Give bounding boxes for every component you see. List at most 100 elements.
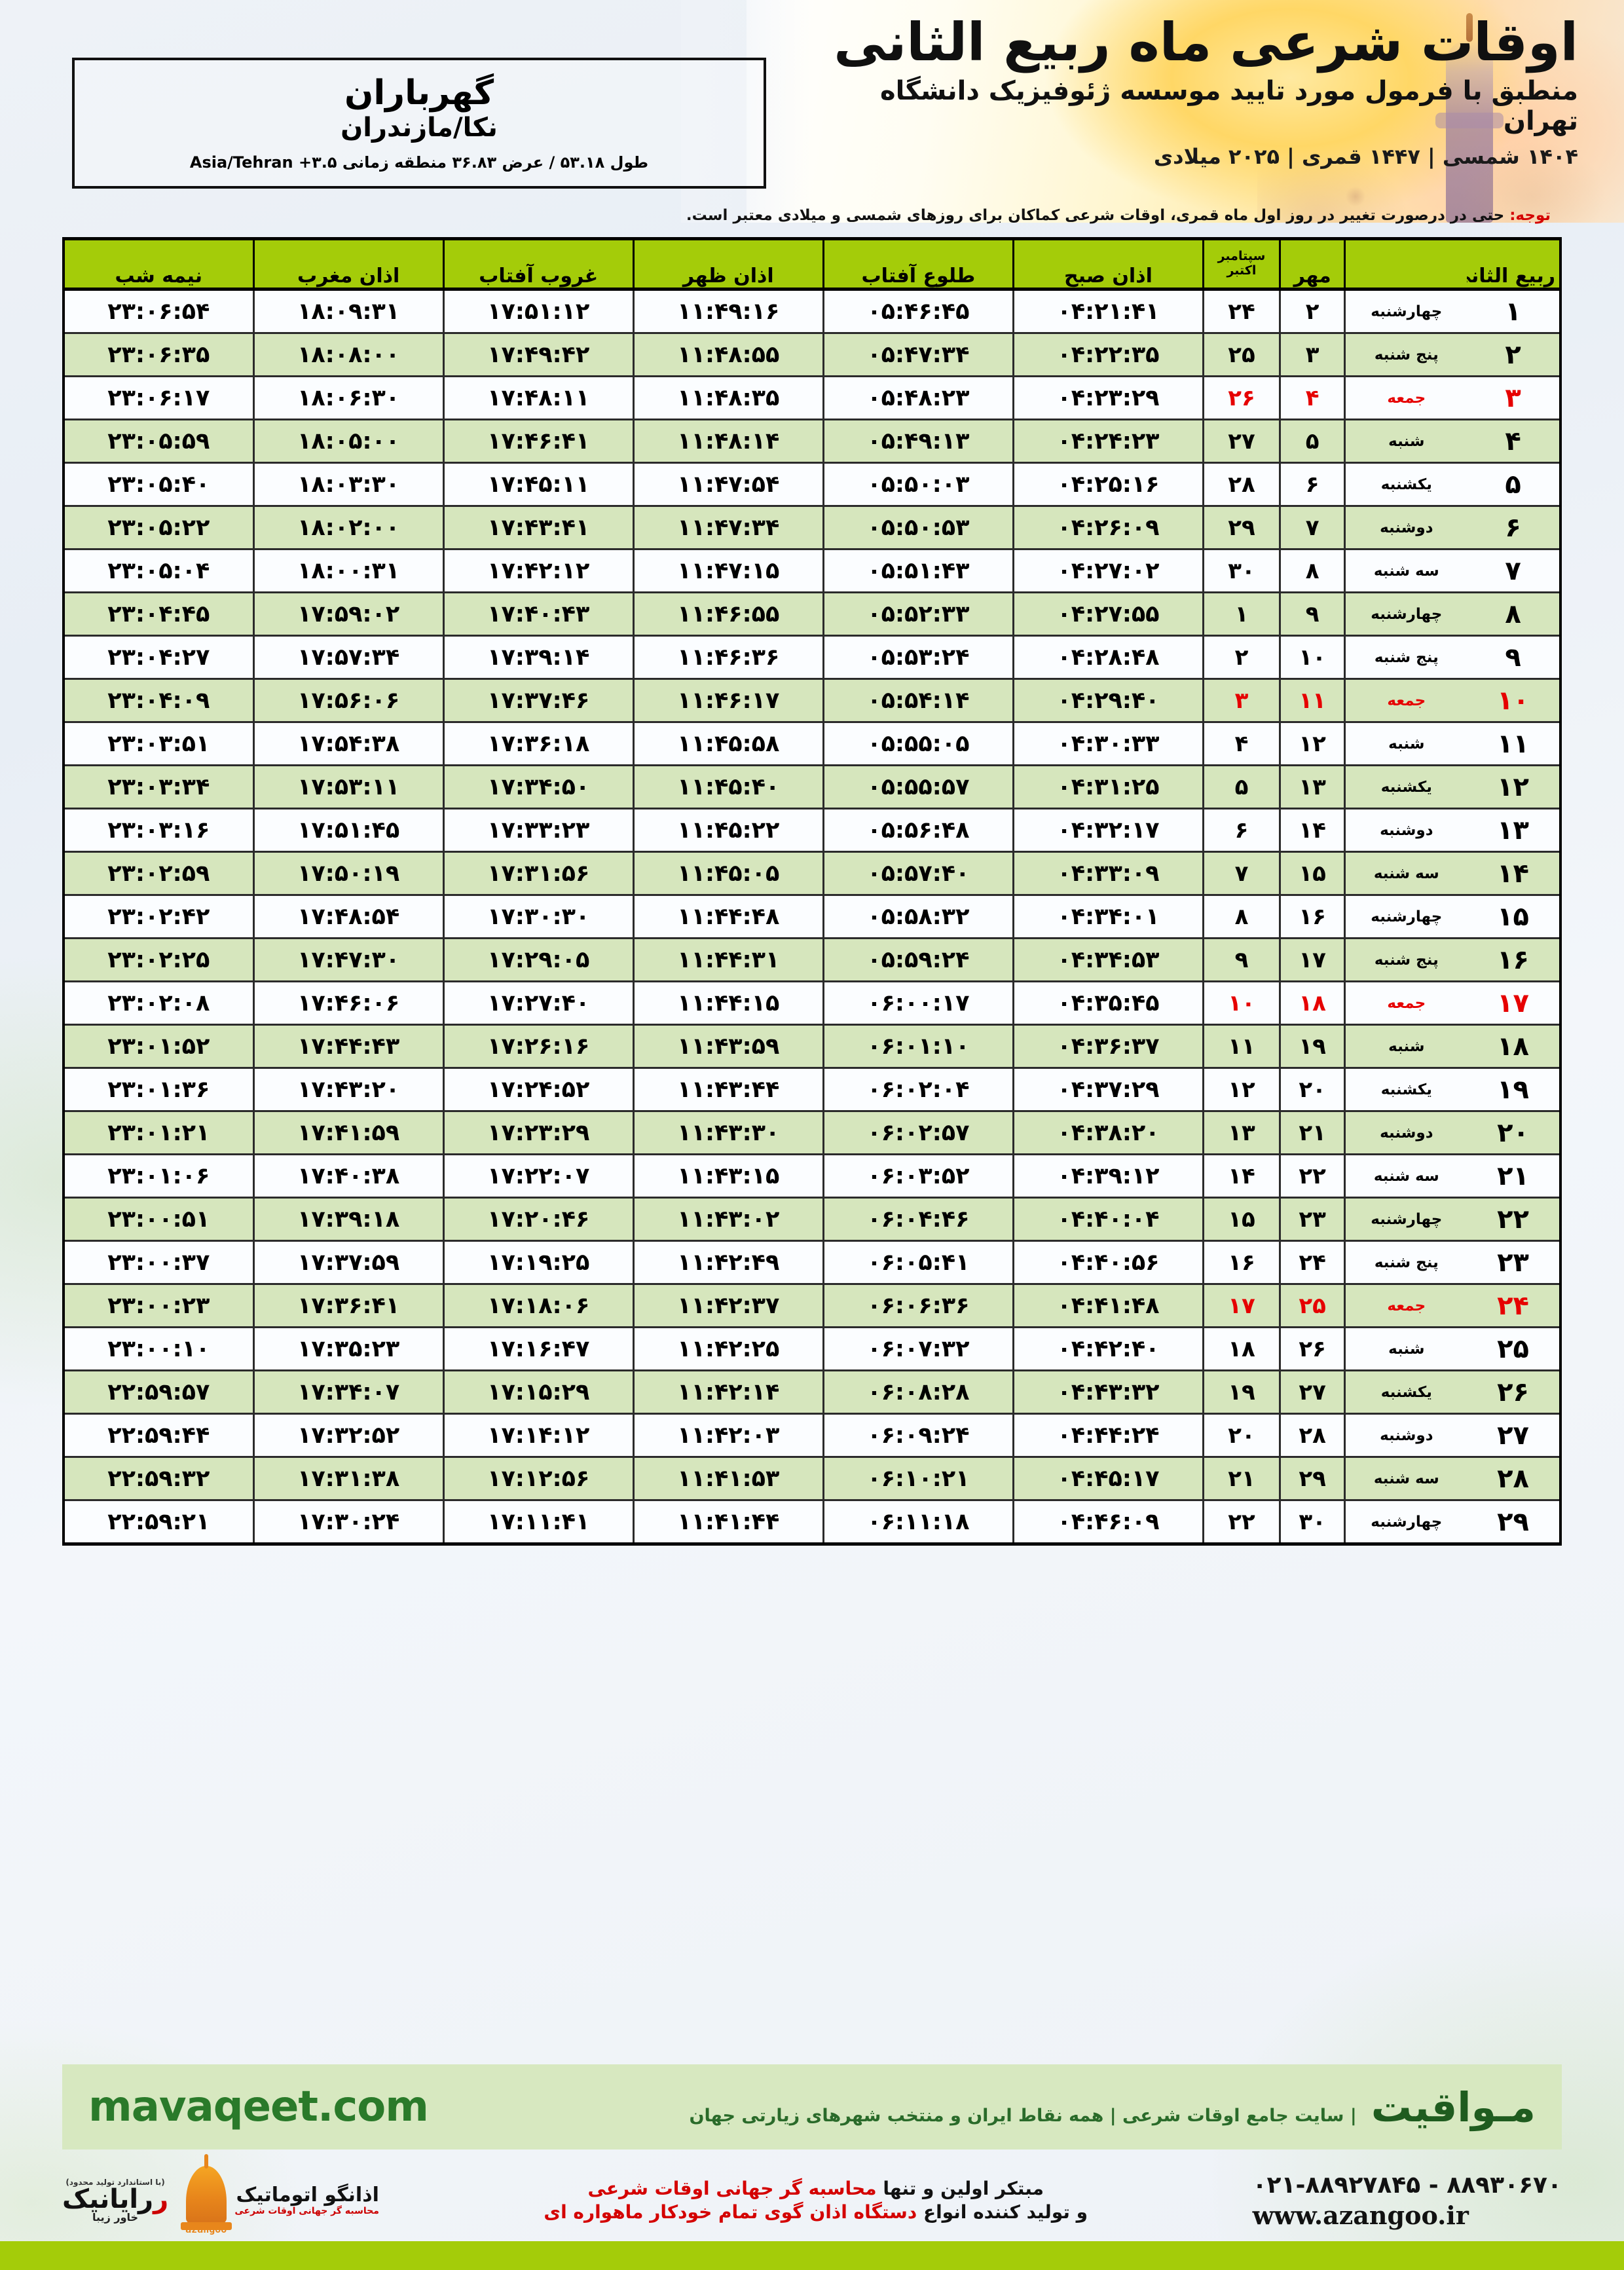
cell-gregorian-day: ۵ [1202,765,1280,809]
cell-gregorian-day: ۳۰ [1202,549,1280,593]
table-row: ۱۹ یکشنبه ۲۰ ۱۲ ۰۴:۳۷:۲۹ ۰۶:۰۲:۰۴ ۱۱:۴۳:۴۴ ۱۷:۲… [62,1068,1560,1112]
cell-sunset: ۱۷:۳۶:۱۸ [442,722,634,766]
table-row: ۶ دوشنبه ۷ ۲۹ ۰۴:۲۶:۰۹ ۰۵:۵۰:۵۳ ۱۱:۴۷:۳۴ ۱۷:۴۳:… [62,506,1560,550]
cell-sunrise: ۰۶:۰۳:۵۲ [822,1154,1014,1199]
cell-midnight: ۲۳:۰۵:۵۹ [62,419,254,464]
cell-mehr-day: ۶ [1278,462,1345,507]
cell-fajr: ۰۴:۲۸:۴۸ [1012,635,1204,680]
cell-rabi-day: ۲۴ [1467,1284,1560,1328]
cell-maghrib: ۱۷:۳۲:۵۲ [252,1413,444,1458]
azangoo-dome-block: azangoo [185,2166,227,2235]
azangoo-logo: اذانگو اتوماتیک محاسبه گر جهانی اوقات شر… [185,2166,379,2235]
cell-weekday: یکشنبه [1344,1370,1467,1415]
cell-sunset: ۱۷:۲۷:۴۰ [442,981,634,1026]
cell-dhuhr: ۱۱:۴۱:۵۳ [632,1457,824,1501]
cell-rabi-day: ۱۰ [1467,679,1560,723]
cell-mehr-day: ۲۱ [1278,1111,1345,1155]
cell-mehr-day: ۵ [1278,419,1345,464]
cell-sunset: ۱۷:۱۴:۱۲ [442,1413,634,1458]
cell-sunset: ۱۷:۱۹:۲۵ [442,1240,634,1285]
rayaneek-logo-main: ررایانیک [62,2186,168,2212]
cell-gregorian-day: ۲۱ [1202,1457,1280,1501]
cell-weekday: سه شنبه [1344,851,1467,896]
cell-gregorian-day: ۳ [1202,679,1280,723]
cell-mehr-day: ۱۲ [1278,722,1345,766]
table-row: ۱ چهارشنبه ۲ ۲۴ ۰۴:۲۱:۴۱ ۰۵:۴۶:۴۵ ۱۱:۴۹:۱۶ ۱۷:۵… [62,289,1560,334]
cell-maghrib: ۱۷:۳۷:۵۹ [252,1240,444,1285]
cell-maghrib: ۱۸:۰۶:۳۰ [252,376,444,420]
cell-dhuhr: ۱۱:۴۶:۱۷ [632,679,824,723]
cell-midnight: ۲۳:۰۲:۴۲ [62,895,254,939]
cell-gregorian-day: ۲۹ [1202,506,1280,550]
cell-sunrise: ۰۵:۴۷:۳۴ [822,333,1014,377]
cell-sunrise: ۰۶:۰۷:۳۲ [822,1327,1014,1371]
cell-mehr-day: ۱۶ [1278,895,1345,939]
col-header-fajr: اذان صبح [1012,237,1204,291]
cell-sunset: ۱۷:۲۲:۰۷ [442,1154,634,1199]
cell-sunset: ۱۷:۱۵:۲۹ [442,1370,634,1415]
col-header-gregorian: سپتامبر اکتبر [1202,237,1280,291]
cell-dhuhr: ۱۱:۴۸:۵۵ [632,333,824,377]
cell-weekday: شنبه [1344,419,1467,464]
cell-rabi-day: ۵ [1467,462,1560,507]
table-row: ۴ شنبه ۵ ۲۷ ۰۴:۲۴:۲۳ ۰۵:۴۹:۱۳ ۱۱:۴۸:۱۴ ۱۷:۴۶:۴۱… [62,419,1560,464]
cell-sunset: ۱۷:۱۶:۴۷ [442,1327,634,1371]
cell-rabi-day: ۲۳ [1467,1240,1560,1285]
cell-dhuhr: ۱۱:۴۷:۵۴ [632,462,824,507]
cell-fajr: ۰۴:۴۴:۲۴ [1012,1413,1204,1458]
cell-mehr-day: ۱۸ [1278,981,1345,1026]
cell-rabi-day: ۲۹ [1467,1500,1560,1546]
cell-maghrib: ۱۷:۴۴:۴۳ [252,1024,444,1069]
cell-dhuhr: ۱۱:۴۳:۳۰ [632,1111,824,1155]
cell-gregorian-day: ۱۴ [1202,1154,1280,1199]
cell-rabi-day: ۱۵ [1467,895,1560,939]
table-row: ۲۶ یکشنبه ۲۷ ۱۹ ۰۴:۴۳:۳۲ ۰۶:۰۸:۲۸ ۱۱:۴۲:۱۴ ۱۷:۱… [62,1370,1560,1415]
cell-gregorian-day: ۲۷ [1202,419,1280,464]
cell-rabi-day: ۲۶ [1467,1370,1560,1415]
cell-gregorian-day: ۲۸ [1202,462,1280,507]
cell-dhuhr: ۱۱:۴۷:۳۴ [632,506,824,550]
cell-dhuhr: ۱۱:۴۲:۲۵ [632,1327,824,1371]
calendar-years: ۱۴۰۴ شمسی | ۱۴۴۷ قمری | ۲۰۲۵ میلادی [1153,143,1578,169]
table-row: ۷ سه شنبه ۸ ۳۰ ۰۴:۲۷:۰۲ ۰۵:۵۱:۴۳ ۱۱:۴۷:۱۵ ۱۷:۴۲… [62,549,1560,593]
table-row: ۲۴ جمعه ۲۵ ۱۷ ۰۴:۴۱:۴۸ ۰۶:۰۶:۳۶ ۱۱:۴۲:۳۷ ۱۷:۱۸:… [62,1284,1560,1328]
table-row: ۱۶ پنج شنبه ۱۷ ۹ ۰۴:۳۴:۵۳ ۰۵:۵۹:۲۴ ۱۱:۴۴:۳۱ ۱۷:… [62,938,1560,982]
cell-dhuhr: ۱۱:۴۳:۰۲ [632,1197,824,1242]
footer-slogan-line1-highlight: محاسبه گر جهانی اوقات شرعی [587,2177,877,2199]
cell-gregorian-day: ۱۸ [1202,1327,1280,1371]
col-header-midnight: نیمه شب [62,237,254,291]
table-row: ۱۸ شنبه ۱۹ ۱۱ ۰۴:۳۶:۳۷ ۰۶:۰۱:۱۰ ۱۱:۴۳:۵۹ ۱۷:۲۶:… [62,1024,1560,1069]
note-text: حتی در درصورت تغییر در روز اول ماه قمری،… [686,207,1510,224]
cell-rabi-day: ۱۶ [1467,938,1560,982]
cell-gregorian-day: ۱۵ [1202,1197,1280,1242]
cell-sunrise: ۰۶:۰۰:۱۷ [822,981,1014,1026]
cell-dhuhr: ۱۱:۴۲:۳۷ [632,1284,824,1328]
cell-maghrib: ۱۷:۳۹:۱۸ [252,1197,444,1242]
location-coordinates: طول ۵۳.۱۸ / عرض ۳۶.۸۳ منطقه زمانی ۳.۵+ A… [189,153,649,172]
cell-dhuhr: ۱۱:۴۴:۱۵ [632,981,824,1026]
cell-fajr: ۰۴:۳۶:۳۷ [1012,1024,1204,1069]
cell-mehr-day: ۳۰ [1278,1500,1345,1546]
cell-midnight: ۲۳:۰۳:۵۱ [62,722,254,766]
cell-sunset: ۱۷:۳۴:۵۰ [442,765,634,809]
cell-fajr: ۰۴:۲۷:۰۲ [1012,549,1204,593]
cell-dhuhr: ۱۱:۴۸:۳۵ [632,376,824,420]
table-row: ۱۵ چهارشنبه ۱۶ ۸ ۰۴:۳۴:۰۱ ۰۵:۵۸:۳۲ ۱۱:۴۴:۴۸ ۱۷:… [62,895,1560,939]
col-header-weekday [1344,237,1467,291]
cell-fajr: ۰۴:۳۵:۴۵ [1012,981,1204,1026]
cell-dhuhr: ۱۱:۴۲:۱۴ [632,1370,824,1415]
footer-website[interactable]: www.azangoo.ir [1252,2200,1469,2230]
cell-weekday: چهارشنبه [1344,895,1467,939]
cell-mehr-day: ۷ [1278,506,1345,550]
cell-rabi-day: ۲ [1467,333,1560,377]
col-header-gregorian-september: سپتامبر [1217,249,1266,264]
cell-rabi-day: ۱۴ [1467,851,1560,896]
promo-url[interactable]: mavaqeet.com [88,2083,429,2131]
cell-weekday: پنج شنبه [1344,938,1467,982]
rayaneek-logo-name: رایانیک [62,2184,154,2214]
footer-slogan-block: مبتکر اولین و تنها محاسبه گر جهانی اوقات… [544,2177,1088,2225]
cell-fajr: ۰۴:۲۱:۴۱ [1012,289,1204,334]
col-header-sunset: غروب آفتاب [442,237,634,291]
cell-sunrise: ۰۶:۰۲:۵۷ [822,1111,1014,1155]
note-line: توجه: حتی در درصورت تغییر در روز اول ماه… [71,207,1551,224]
